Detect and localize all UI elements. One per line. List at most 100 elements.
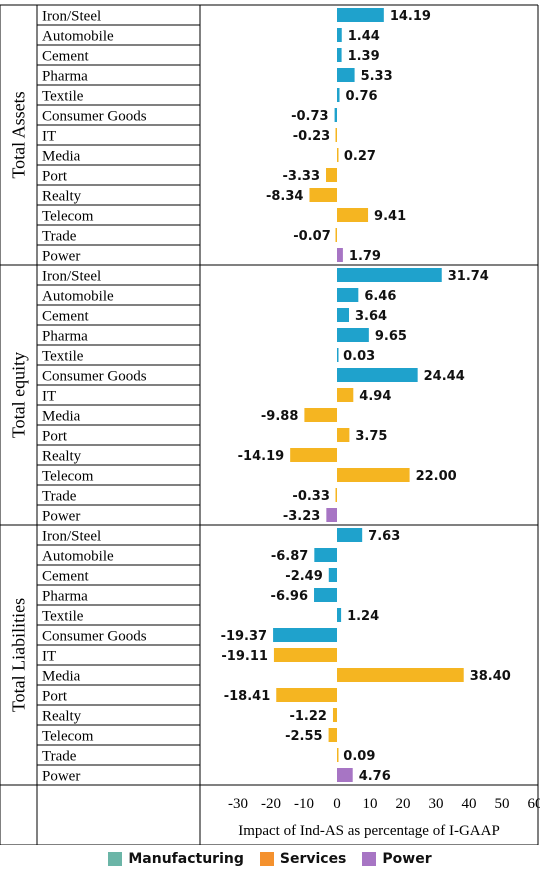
value-label-total-equity-iron-steel: 31.74 [448,269,489,284]
category-label-total-assets-automobile: Automobile [42,29,114,45]
x-tick-label-20: -20 [261,796,281,812]
bar-total-liabilities-it [273,648,337,662]
bar-total-liabilities-power [337,768,353,782]
bar-total-liabilities-port [276,688,337,702]
category-label-total-equity-media: Media [42,409,81,425]
x-tick-label-50: 50 [495,796,510,812]
category-label-total-equity-port: Port [42,429,68,445]
category-label-total-liabilities-iron-steel: Iron/Steel [42,529,101,545]
bars [273,8,464,782]
x-tick-label-10: -10 [294,796,314,812]
bar-total-equity-pharma [337,328,369,342]
bar-total-assets-cement [337,48,342,62]
bar-total-equity-port [337,428,350,442]
legend-item-services: Services [259,851,347,867]
value-label-total-liabilities-consumer-goods: -19.37 [221,629,268,644]
x-tick-label-30: 30 [429,796,444,812]
category-label-total-liabilities-telecom: Telecom [42,729,94,745]
x-axis-title: Impact of Ind-AS as percentage of I-GAAP [238,823,500,839]
value-labels: 14.19 1.44 1.39 5.33 0.76 -0.73 -0.23 0.27 -3.33… [221,9,511,784]
bar-total-assets-it [335,128,337,142]
legend-swatch-manufacturing [108,852,123,866]
x-tick-label-60: 60 [528,796,540,812]
category-label-total-equity-telecom: Telecom [42,469,94,485]
bar-total-assets-telecom [337,208,369,222]
bar-total-liabilities-trade [337,748,339,762]
bar-total-liabilities-consumer-goods [273,628,337,642]
legend-item-manufacturing: Manufacturing [108,851,244,867]
value-label-total-liabilities-iron-steel: 7.63 [368,529,400,544]
group-labels: Total Assets Total equity Total Liabilitie… [9,91,29,712]
category-label-total-equity-automobile: Automobile [42,289,114,305]
category-label-total-assets-iron-steel: Iron/Steel [42,9,101,25]
category-label-total-assets-textile: Textile [42,89,84,105]
value-label-total-liabilities-it: -19.11 [221,649,268,664]
value-label-total-assets-consumer-goods: -0.73 [291,109,328,124]
category-label-total-assets-power: Power [42,249,80,265]
x-axis: -30 -20 -10 0 10 20 30 40 50 60 [228,796,540,812]
x-tick-label-30: -30 [228,796,248,812]
category-label-total-liabilities-realty: Realty [42,709,82,725]
category-label-total-liabilities-textile: Textile [42,609,84,625]
value-label-total-assets-media: 0.27 [344,149,376,164]
table-frame [0,4,539,845]
value-label-total-liabilities-automobile: -6.87 [271,549,308,564]
value-label-total-equity-it: 4.94 [359,389,391,404]
legend-label-services: Services [279,851,347,867]
category-label-total-assets-cement: Cement [42,49,89,65]
value-label-total-liabilities-cement: -2.49 [285,569,322,584]
bar-total-equity-iron-steel [337,268,442,282]
category-label-total-equity-cement: Cement [42,309,89,325]
category-label-total-assets-media: Media [42,149,81,165]
category-label-total-assets-it: IT [42,129,56,145]
value-label-total-assets-telecom: 9.41 [374,209,406,224]
x-tick-label-20: 20 [396,796,411,812]
value-label-total-assets-power: 1.79 [349,249,381,264]
value-label-total-equity-power: -3.23 [283,509,320,524]
category-label-total-equity-realty: Realty [42,449,82,465]
bar-total-assets-port [326,168,337,182]
value-label-total-liabilities-textile: 1.24 [347,609,379,624]
legend-label-manufacturing: Manufacturing [128,851,244,867]
category-label-total-equity-consumer-goods: Consumer Goods [42,369,147,385]
category-label-total-liabilities-power: Power [42,769,80,785]
value-label-total-assets-cement: 1.39 [348,49,380,64]
category-label-total-assets-telecom: Telecom [42,209,94,225]
category-label-total-liabilities-trade: Trade [42,749,77,765]
bar-total-assets-consumer-goods [334,108,337,122]
category-label-total-liabilities-automobile: Automobile [42,549,114,565]
bar-total-liabilities-cement [328,568,337,582]
category-label-total-equity-power: Power [42,509,80,525]
bar-total-liabilities-automobile [314,548,337,562]
chart: Total Assets Total equity Total Liabilitie… [0,4,540,845]
legend-item-power: Power [362,851,432,867]
value-label-total-equity-pharma: 9.65 [375,329,407,344]
category-label-total-liabilities-pharma: Pharma [42,589,88,605]
value-label-total-assets-trade: -0.07 [293,229,330,244]
bar-total-assets-realty [309,188,337,202]
value-label-total-equity-consumer-goods: 24.44 [424,369,465,384]
value-label-total-equity-realty: -14.19 [238,449,285,464]
category-label-total-liabilities-consumer-goods: Consumer Goods [42,629,147,645]
bar-total-equity-telecom [337,468,410,482]
bar-total-assets-automobile [337,28,342,42]
value-label-total-assets-realty: -8.34 [266,189,303,204]
value-label-total-liabilities-pharma: -6.96 [271,589,308,604]
value-label-total-assets-textile: 0.76 [346,89,378,104]
bar-total-equity-consumer-goods [337,368,418,382]
category-label-total-assets-pharma: Pharma [42,69,88,85]
value-label-total-equity-telecom: 22.00 [416,469,457,484]
value-label-total-equity-cement: 3.64 [355,309,387,324]
category-label-total-liabilities-it: IT [42,649,56,665]
category-label-total-equity-textile: Textile [42,349,84,365]
group-label-total-equity: Total equity [9,352,29,438]
bar-total-liabilities-telecom [328,728,337,742]
value-label-total-assets-automobile: 1.44 [348,29,380,44]
bar-total-equity-automobile [337,288,359,302]
category-labels: Iron/Steel Automobile Cement Pharma Textile C… [42,9,147,785]
bar-total-equity-textile [337,348,339,362]
x-tick-label-10: 10 [363,796,378,812]
category-label-total-liabilities-media: Media [42,669,81,685]
legend: Manufacturing Services Power [0,848,540,870]
value-label-total-assets-port: -3.33 [283,169,320,184]
